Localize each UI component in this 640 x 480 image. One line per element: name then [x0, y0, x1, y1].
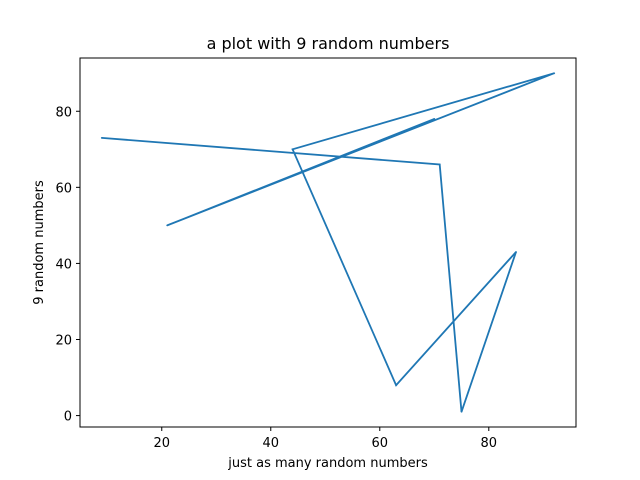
- x-tick-label: 60: [372, 436, 389, 451]
- data-point: [433, 117, 436, 120]
- x-tick-label: 40: [262, 436, 279, 451]
- x-tick-label: 20: [153, 436, 170, 451]
- data-point: [100, 136, 103, 139]
- plot-area: [79, 57, 577, 428]
- y-axis: 0 20 40 60 80: [55, 105, 80, 425]
- data-point: [515, 251, 517, 253]
- data-point: [460, 410, 463, 413]
- data-point: [291, 148, 294, 151]
- x-tick-label: 80: [481, 436, 498, 451]
- y-axis-label: 9 random numbers: [32, 180, 47, 305]
- data-point: [395, 384, 398, 387]
- y-tick-label: 0: [64, 410, 72, 425]
- x-axis: 20 40 60 80: [153, 427, 497, 451]
- series-line: [101, 72, 555, 413]
- data-point: [438, 163, 441, 166]
- chart-title: a plot with 9 random numbers: [207, 34, 450, 53]
- data-point: [553, 72, 556, 75]
- x-axis-label: just as many random numbers: [227, 456, 428, 471]
- data-point: [166, 224, 169, 227]
- y-tick-label: 80: [55, 105, 72, 120]
- y-tick-label: 40: [55, 257, 72, 272]
- y-tick-label: 60: [55, 181, 72, 196]
- axes-frame: [79, 57, 577, 428]
- y-tick-label: 20: [55, 334, 72, 349]
